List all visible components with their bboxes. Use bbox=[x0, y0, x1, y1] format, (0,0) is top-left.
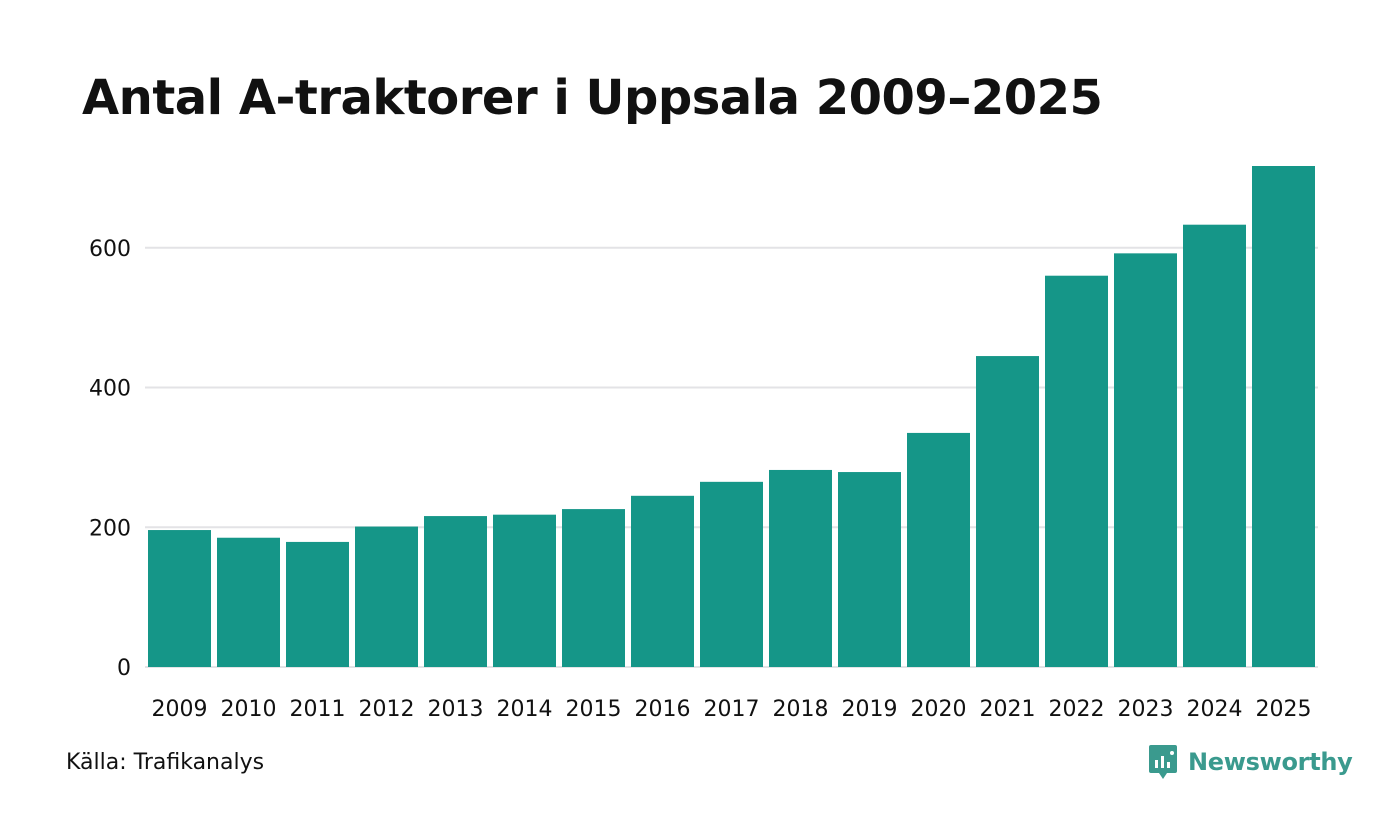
y-tick-label: 600 bbox=[89, 237, 131, 262]
x-tick-label: 2012 bbox=[359, 697, 415, 722]
chart-title: Antal A-traktorer i Uppsala 2009–2025 bbox=[82, 70, 1103, 126]
source-label: Källa: Trafikanalys bbox=[66, 750, 265, 775]
x-tick-label: 2014 bbox=[497, 697, 553, 722]
brand-logo: Newsworthy bbox=[1148, 744, 1353, 780]
brand-name: Newsworthy bbox=[1188, 748, 1353, 776]
bars bbox=[148, 166, 1315, 668]
x-tick-label: 2018 bbox=[773, 697, 829, 722]
x-tick-label: 2009 bbox=[152, 697, 208, 722]
bar-2021 bbox=[976, 356, 1039, 667]
x-tick-label: 2010 bbox=[221, 697, 277, 722]
bar-2020 bbox=[907, 432, 970, 667]
bar-2023 bbox=[1114, 253, 1177, 668]
bar-2016 bbox=[631, 495, 694, 667]
bar-2011 bbox=[286, 541, 349, 667]
y-tick-label: 0 bbox=[117, 656, 131, 681]
y-axis-ticks: 0 200 400 600 bbox=[89, 237, 131, 681]
x-tick-label: 2016 bbox=[635, 697, 691, 722]
bar-2025 bbox=[1252, 166, 1315, 667]
bar-2019 bbox=[838, 472, 901, 667]
bar-2015 bbox=[562, 509, 625, 667]
x-tick-label: 2013 bbox=[428, 697, 484, 722]
x-tick-label: 2024 bbox=[1187, 697, 1243, 722]
x-tick-label: 2011 bbox=[290, 697, 346, 722]
bar-2022 bbox=[1045, 275, 1108, 667]
y-tick-label: 400 bbox=[89, 377, 131, 402]
bar-2024 bbox=[1183, 224, 1246, 667]
x-tick-label: 2025 bbox=[1256, 697, 1312, 722]
x-tick-label: 2021 bbox=[980, 697, 1036, 722]
x-tick-label: 2015 bbox=[566, 697, 622, 722]
x-tick-label: 2019 bbox=[842, 697, 898, 722]
bar-2014 bbox=[493, 514, 556, 667]
x-tick-label: 2022 bbox=[1049, 697, 1105, 722]
bar-2013 bbox=[424, 516, 487, 667]
bar-2018 bbox=[769, 469, 832, 667]
x-tick-label: 2020 bbox=[911, 697, 967, 722]
bar-2010 bbox=[217, 537, 280, 667]
x-tick-label: 2023 bbox=[1118, 697, 1174, 722]
newsworthy-logo-icon bbox=[1149, 745, 1177, 779]
y-tick-label: 200 bbox=[89, 516, 131, 541]
bar-2009 bbox=[148, 530, 211, 667]
x-axis-ticks: 2009 2010 2011 2012 2013 2014 2015 2016 2017 2018… bbox=[152, 697, 1312, 722]
x-tick-label: 2017 bbox=[704, 697, 760, 722]
bar-2012 bbox=[355, 526, 418, 667]
bar-2017 bbox=[700, 481, 763, 667]
